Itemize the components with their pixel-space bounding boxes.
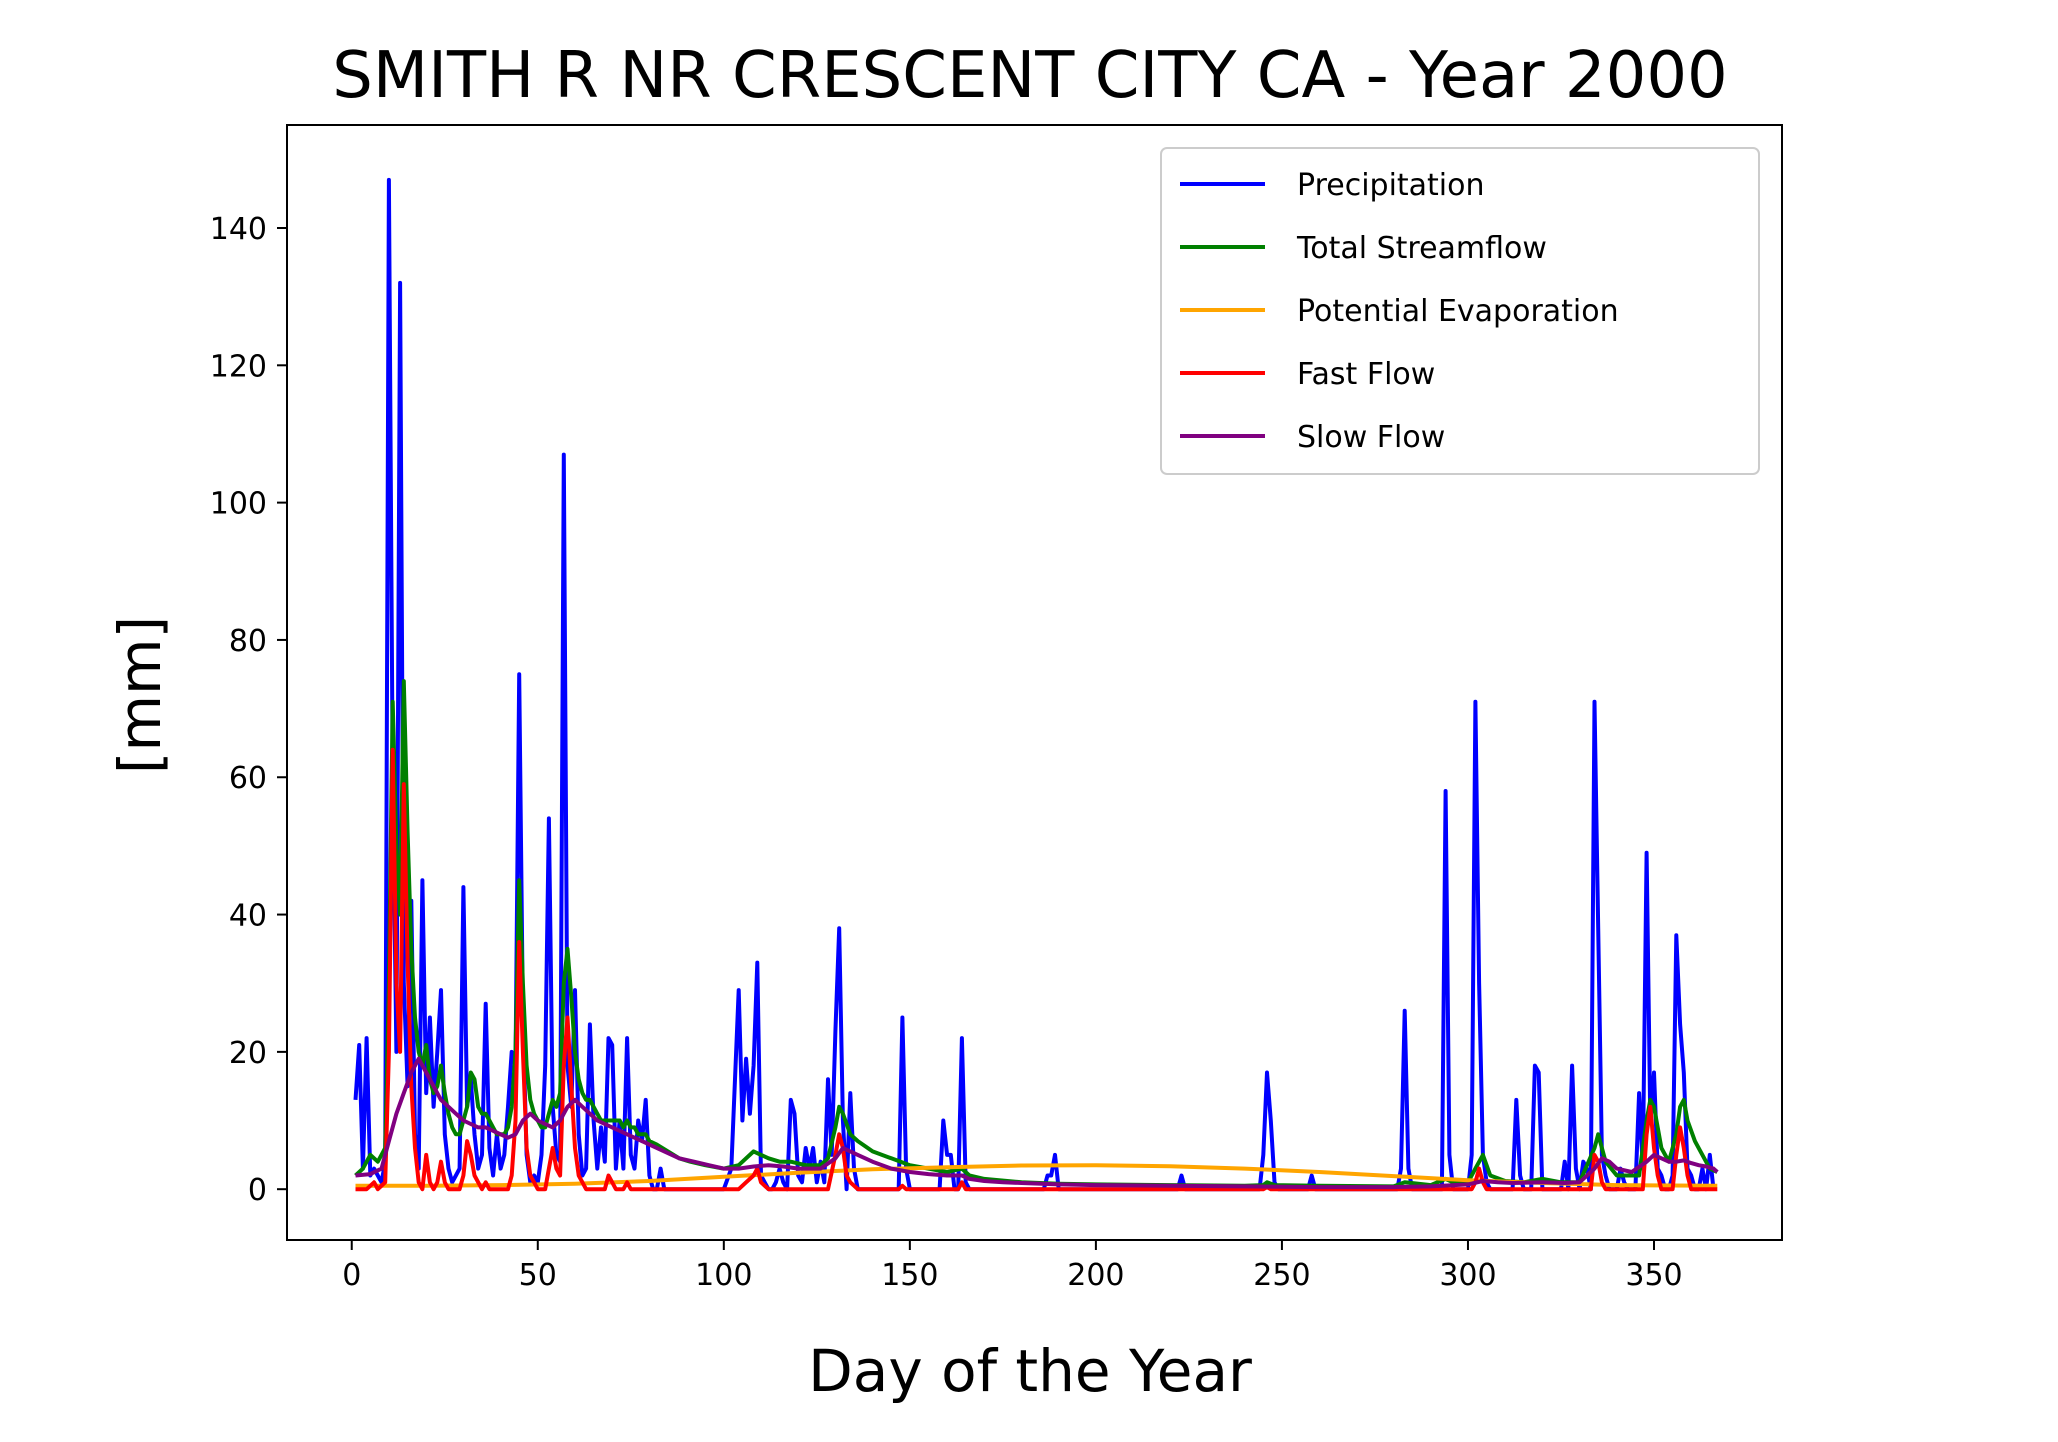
- slow-flow-line: [355, 1056, 1719, 1190]
- y-tick-label: 140: [210, 212, 267, 247]
- x-tick-label: 50: [519, 1258, 557, 1293]
- y-tick-label: 120: [210, 349, 267, 384]
- legend-label-total-streamflow: Total Streamflow: [1296, 231, 1547, 266]
- chart-title: SMITH R NR CRESCENT CITY CA - Year 2000: [332, 39, 1728, 113]
- plot-area: [353, 177, 1719, 1192]
- x-tick-label: 150: [881, 1258, 938, 1293]
- x-tick-label: 300: [1439, 1258, 1496, 1293]
- legend-label-fast-flow: Fast Flow: [1297, 357, 1435, 392]
- x-axis-label: Day of the Year: [808, 1337, 1252, 1405]
- y-tick-label: 20: [229, 1036, 267, 1071]
- x-axis-ticks: 0 50 100 150 200 250 300 350: [342, 1240, 1683, 1293]
- legend-box: [1160, 147, 1760, 475]
- y-tick-label: 60: [229, 761, 267, 796]
- y-axis-label: [mm]: [106, 616, 174, 774]
- legend-label-slow-flow: Slow Flow: [1297, 420, 1445, 455]
- y-tick-label: 40: [229, 899, 267, 934]
- y-tick-label: 100: [210, 487, 267, 522]
- x-tick-label: 100: [695, 1258, 752, 1293]
- legend-label-potential-evaporation: Potential Evaporation: [1297, 294, 1619, 329]
- x-tick-label: 200: [1067, 1258, 1124, 1293]
- total-streamflow-line: [354, 679, 1719, 1189]
- legend-label-precipitation: Precipitation: [1297, 168, 1485, 203]
- x-tick-label: 0: [342, 1258, 361, 1293]
- y-tick-label: 80: [229, 624, 267, 659]
- x-tick-label: 250: [1253, 1258, 1310, 1293]
- y-axis-ticks: 0 20 40 60 80 100 120 140: [210, 212, 287, 1208]
- legend: Precipitation Total Streamflow Potential E…: [1160, 147, 1760, 475]
- potential-evaporation-line: [355, 1163, 1718, 1188]
- fast-flow-line: [355, 747, 1718, 1192]
- series-lines: [353, 177, 1719, 1192]
- y-tick-label: 0: [248, 1173, 267, 1208]
- x-tick-label: 350: [1625, 1258, 1682, 1293]
- plot-frame: [286, 124, 1783, 1241]
